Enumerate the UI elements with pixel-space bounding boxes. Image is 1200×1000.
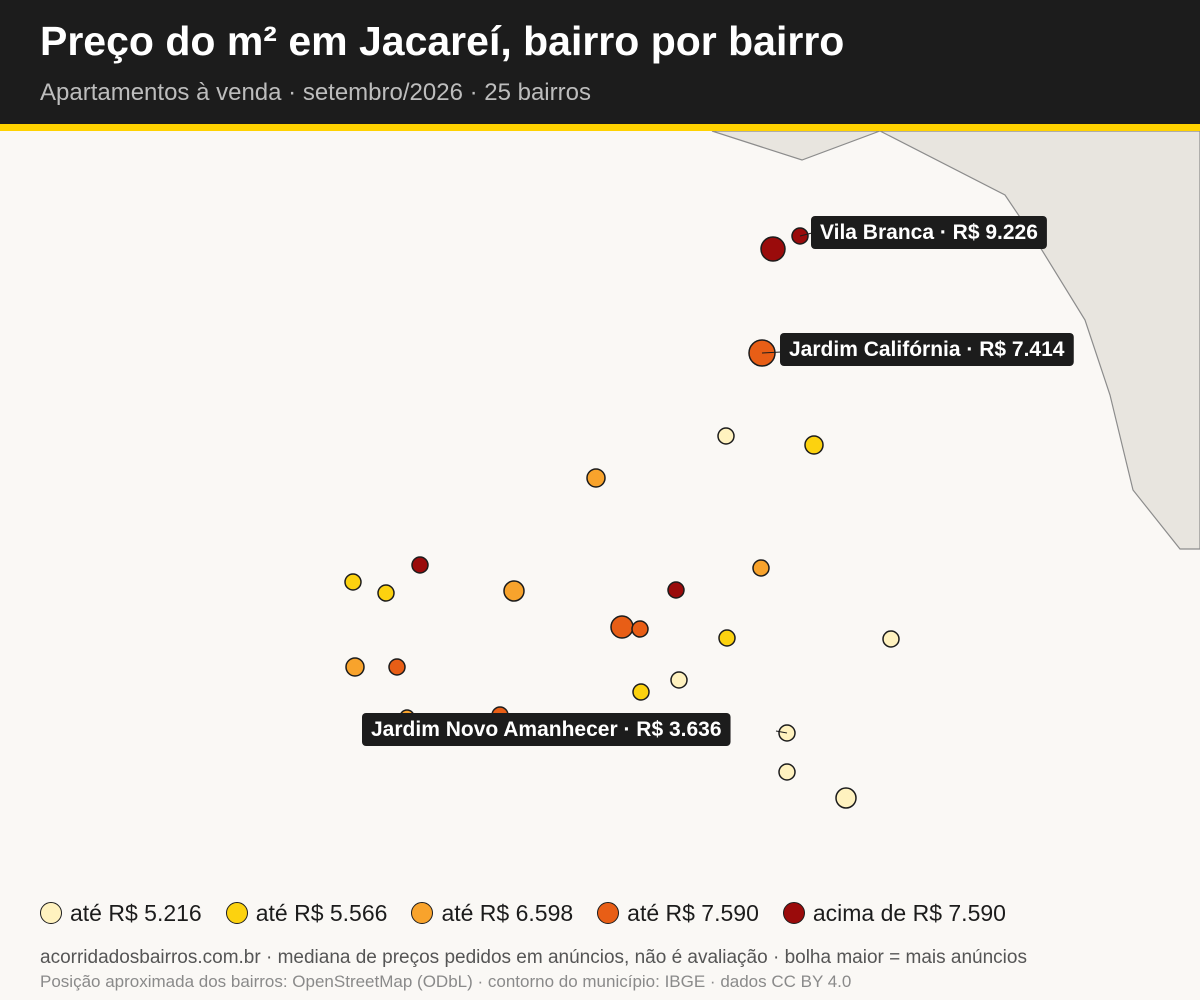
map-callout: Jardim Califórnia · R$ 7.414 <box>761 333 1074 366</box>
legend-label: até R$ 7.590 <box>627 899 759 926</box>
page-title: Preço do m² em Jacareí, bairro por bairr… <box>40 18 845 64</box>
legend-label: acima de R$ 7.590 <box>812 899 1006 926</box>
neighborhood-bubble[interactable] <box>345 657 365 677</box>
neighborhood-bubble[interactable] <box>717 427 735 445</box>
map-callout: Vila Branca · R$ 9.226 <box>799 216 1047 249</box>
legend-item: acima de R$ 7.590 <box>782 899 1006 927</box>
neighborhood-bubble[interactable] <box>670 671 688 689</box>
neighborhood-bubble[interactable] <box>667 581 685 599</box>
callout-leader-line <box>761 351 782 354</box>
neighborhood-bubble[interactable] <box>610 615 634 639</box>
accent-bar <box>0 124 1200 131</box>
bubble-vila-branca[interactable] <box>760 236 786 262</box>
neighborhood-bubble[interactable] <box>752 559 770 577</box>
neighborhood-bubble[interactable] <box>835 787 857 809</box>
neighborhood-bubble[interactable] <box>718 629 736 647</box>
legend-swatch <box>225 902 248 924</box>
callout-label: Jardim Novo Amanhecer · R$ 3.636 <box>371 718 722 741</box>
callout-label: Vila Branca · R$ 9.226 <box>820 221 1038 244</box>
outside-municipality-area <box>711 131 1200 550</box>
legend: até R$ 5.216 até R$ 5.566 até R$ 6.598 a… <box>40 896 1030 930</box>
neighborhood-bubble[interactable] <box>344 573 362 591</box>
legend-swatch <box>782 902 805 924</box>
neighborhood-bubble[interactable] <box>377 584 395 602</box>
bubble-map[interactable]: Vila Branca · R$ 9.226 Jardim Califórnia … <box>0 131 1200 871</box>
callout-label: Jardim Califórnia · R$ 7.414 <box>789 338 1065 361</box>
neighborhood-bubble[interactable] <box>503 580 525 602</box>
neighborhood-bubble[interactable] <box>631 620 649 638</box>
legend-item: até R$ 5.216 <box>40 900 202 927</box>
legend-label: até R$ 5.216 <box>70 899 202 926</box>
neighborhood-bubble[interactable] <box>882 630 900 648</box>
header-bar: Preço do m² em Jacareí, bairro por bairr… <box>0 0 1200 124</box>
footer-source-note: acorridadosbairros.com.br · mediana de p… <box>40 947 1027 968</box>
callout-leader-line <box>775 730 788 734</box>
neighborhood-bubble[interactable] <box>804 435 824 455</box>
legend-item: até R$ 5.566 <box>225 899 388 927</box>
legend-item: até R$ 7.590 <box>597 900 759 927</box>
legend-swatch <box>40 902 62 924</box>
neighborhood-bubble[interactable] <box>586 468 606 488</box>
legend-label: até R$ 6.598 <box>441 899 574 926</box>
neighborhood-bubble[interactable] <box>632 683 650 701</box>
legend-swatch <box>597 902 620 924</box>
callout-leader-line <box>799 232 813 237</box>
callout-box <box>362 713 731 746</box>
callout-box <box>780 333 1074 366</box>
callouts-layer: Vila Branca · R$ 9.226 Jardim Califórnia … <box>362 216 1074 746</box>
legend-label: até R$ 5.566 <box>255 899 388 926</box>
map-callout: Jardim Novo Amanhecer · R$ 3.636 <box>362 713 788 746</box>
footer-credits: Posição aproximada dos bairros: OpenStre… <box>40 972 852 991</box>
page-subtitle: Apartamentos à venda · setembro/2026 · 2… <box>40 79 591 106</box>
neighborhood-bubble[interactable] <box>388 658 406 676</box>
neighborhood-bubble[interactable] <box>778 763 796 781</box>
neighborhood-bubble[interactable] <box>411 556 429 574</box>
legend-item: até R$ 6.598 <box>411 900 573 927</box>
callout-box <box>811 216 1047 249</box>
legend-swatch <box>411 902 434 924</box>
